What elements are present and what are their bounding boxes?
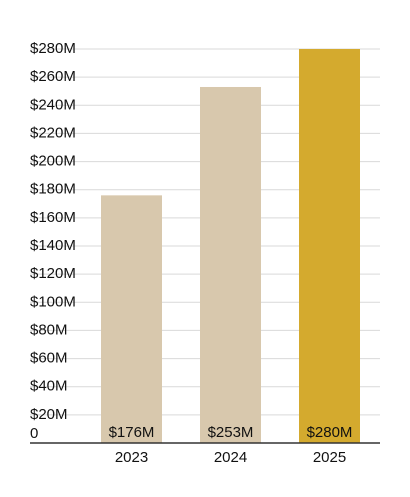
x-tick-label: 2023 [115,449,148,466]
x-tick-label: 2024 [214,449,247,466]
y-tick-label: $60M [30,350,68,367]
bars [101,49,360,443]
y-tick-label: $280M [30,40,76,57]
y-tick-label: 0 [30,425,38,442]
y-tick-label: $40M [30,378,68,395]
y-axis-tick-labels: 0 $20M $40M $60M $80M $100M $120M $140M $160M $18… [30,40,76,442]
data-label: $280M [307,424,353,441]
y-tick-label: $20M [30,406,68,423]
y-tick-label: $180M [30,181,76,198]
y-tick-label: $80M [30,321,68,338]
y-tick-label: $140M [30,237,76,254]
y-tick-label: $220M [30,124,76,141]
data-label: $253M [208,424,254,441]
bar-2024 [200,86,261,443]
data-label: $176M [109,424,155,441]
y-tick-label: $260M [30,68,76,85]
y-tick-label: $200M [30,153,76,170]
y-tick-label: $100M [30,293,76,310]
y-tick-label: $160M [30,209,76,226]
y-tick-label: $120M [30,265,76,282]
y-tick-label: $240M [30,96,76,113]
x-tick-label: 2025 [313,449,346,466]
bar-2025 [299,49,360,443]
x-axis-tick-labels: 2023 2024 2025 [115,449,346,466]
bar-2023 [101,195,162,443]
data-labels: $176M $253M $280M [109,424,353,441]
